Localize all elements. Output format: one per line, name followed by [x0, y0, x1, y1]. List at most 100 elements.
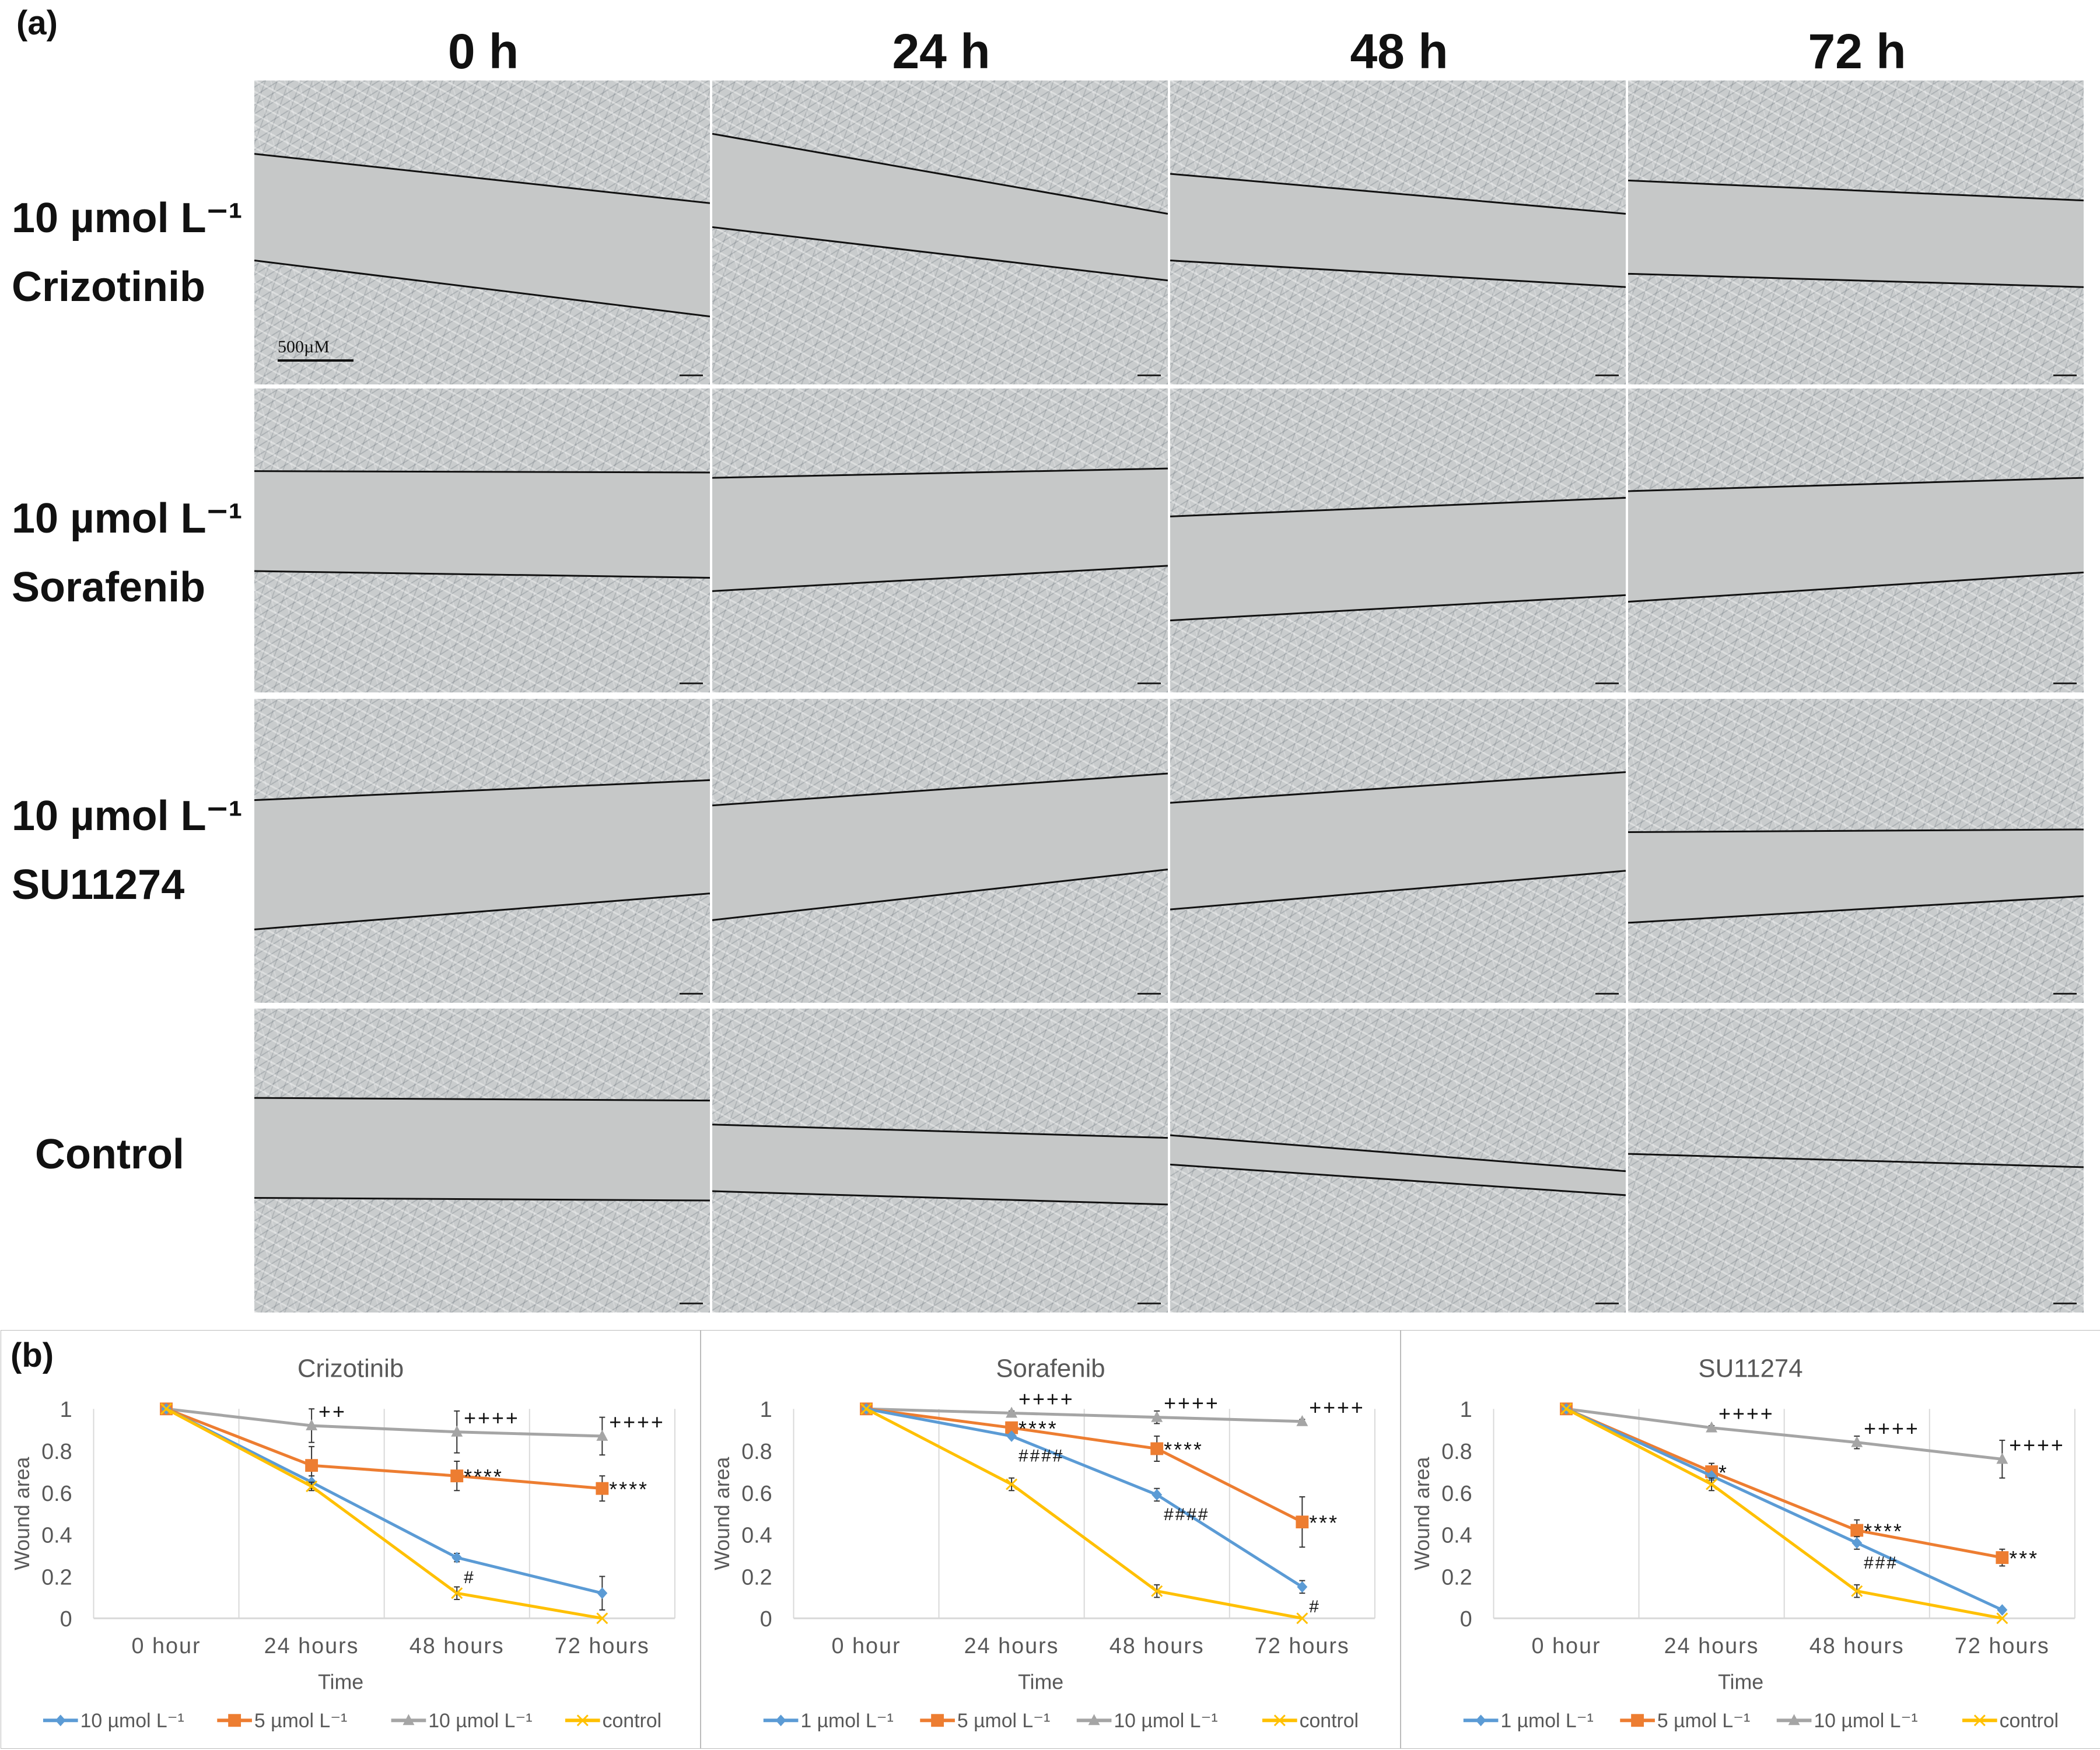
micrograph-control-48h	[1170, 1009, 1626, 1312]
wound-edge-line	[1170, 1134, 1626, 1172]
wound-gap	[1170, 173, 1626, 288]
column-header-48h: 48 h	[1350, 24, 1448, 79]
scale-bar	[1595, 1303, 1619, 1304]
x-tick-label: 0 hour	[131, 1634, 201, 1658]
significance-annotation: ****	[1864, 1520, 1903, 1543]
row-label-drug: Crizotinib	[12, 264, 205, 310]
y-tick-label: 0	[60, 1607, 72, 1632]
data-point	[596, 1612, 608, 1625]
chart-su11274: SU11274 0 0.2 0.4 0.6 0.8 1 0 hour 24 hours 48 ho…	[1401, 1330, 2100, 1749]
series-line	[1566, 1407, 2003, 1461]
significance-annotation: ++++	[2009, 1433, 2065, 1457]
y-tick-label: 0	[760, 1607, 772, 1632]
significance-annotation: ++++	[1019, 1387, 1074, 1410]
scale-bar	[1595, 374, 1619, 376]
x-axis-label: Time	[318, 1671, 363, 1694]
data-point	[1296, 1415, 1308, 1426]
x-tick-label: 0 hour	[831, 1634, 901, 1658]
wound-edge-line	[1170, 594, 1626, 622]
series-line	[166, 1407, 603, 1490]
significance-annotation: ###	[1864, 1553, 1898, 1573]
micrograph-control-0h	[254, 1009, 710, 1312]
significance-annotation: ++++	[1864, 1417, 1920, 1440]
wound-gap	[1628, 829, 2084, 923]
wound-edge-line	[1170, 173, 1626, 215]
micrograph-crizotinib-0h: 500µM	[254, 80, 710, 384]
series-line	[1565, 1407, 2003, 1612]
legend-label: control	[1300, 1710, 1359, 1732]
y-tick-label: 0.4	[1441, 1524, 1472, 1548]
data-point	[1151, 1585, 1163, 1597]
series-3	[860, 1403, 1308, 1625]
series-line	[866, 1407, 1303, 1423]
legend-label: 1 µmol L⁻¹	[800, 1710, 893, 1732]
chart-title: Sorafenib	[996, 1354, 1105, 1383]
chart-title: Crizotinib	[298, 1354, 404, 1383]
scale-bar	[680, 374, 703, 376]
wound-edge-line	[254, 570, 710, 579]
legend-item: 1 µmol L⁻¹	[763, 1710, 894, 1732]
column-header-0h: 0 h	[447, 24, 519, 79]
legend-marker	[1631, 1714, 1644, 1727]
significance-annotation: ****	[1164, 1438, 1203, 1461]
data-point	[1706, 1470, 1717, 1482]
legend-item: 10 µmol L⁻¹	[1776, 1710, 1918, 1732]
data-point	[160, 1403, 173, 1415]
data-point	[1851, 1436, 1863, 1447]
data-point	[1996, 1551, 2009, 1564]
scale-bar-label: 500µM	[278, 337, 330, 356]
wound-edge-lines	[254, 470, 710, 579]
x-axis-label: Time	[1018, 1671, 1063, 1694]
x-tick-label: 48 hours	[1110, 1634, 1205, 1658]
significance-annotation: #	[1309, 1597, 1321, 1616]
y-tick-label: 0.4	[41, 1524, 72, 1548]
y-tick-label: 0.8	[1441, 1440, 1472, 1464]
data-point	[1150, 1442, 1164, 1455]
x-tick-label: 24 hours	[264, 1634, 359, 1658]
significance-annotation: ####	[1164, 1505, 1209, 1524]
x-tick-label: 72 hours	[1255, 1634, 1350, 1658]
scale-bar	[1138, 993, 1161, 995]
series-line	[1565, 1408, 2003, 1620]
wound-edge-line	[1628, 272, 2084, 288]
y-tick-label: 1	[60, 1398, 72, 1422]
wound-edge-lines	[1170, 771, 1626, 911]
data-point	[1006, 1478, 1018, 1490]
data-point	[860, 1403, 873, 1415]
legend-label: 10 µmol L⁻¹	[1814, 1710, 1917, 1732]
wound-edge-line	[254, 1196, 710, 1202]
panel-b-label: (b)	[10, 1336, 54, 1374]
column-header-72h: 72 h	[1808, 24, 1906, 79]
wound-edge-line	[712, 869, 1168, 921]
wound-gap	[1170, 1135, 1626, 1195]
scale-bar	[2053, 993, 2077, 995]
wound-gap	[712, 134, 1168, 281]
significance-annotation: #	[464, 1568, 475, 1587]
row-label-sorafenib: 10 µmol L⁻¹ Sorafenib	[12, 484, 251, 622]
data-point	[1297, 1581, 1308, 1593]
wound-gap	[254, 471, 710, 578]
legend-label: 10 µmol L⁻¹	[428, 1710, 532, 1732]
data-point	[596, 1429, 608, 1441]
legend-marker	[228, 1714, 242, 1727]
data-point	[1152, 1489, 1163, 1501]
wound-edge-line	[712, 772, 1168, 807]
legend-marker	[1088, 1714, 1100, 1726]
x-tick-label: 0 hour	[1531, 1634, 1601, 1658]
chart-crizotinib: Crizotinib 0 0.2 0.4 0.6 0.8 1 0 hour 24 hours 48…	[1, 1330, 701, 1749]
scale-bar	[2053, 682, 2077, 684]
data-point	[306, 1419, 318, 1430]
legend-marker	[775, 1714, 786, 1727]
data-point	[1996, 1612, 2008, 1625]
scale-bar	[680, 993, 703, 995]
micrograph-crizotinib-72h	[1628, 80, 2084, 384]
scale-bar	[1138, 682, 1161, 684]
data-point	[450, 1469, 464, 1483]
significance-annotation: ***	[1309, 1511, 1339, 1535]
wound-edge-line	[254, 892, 710, 930]
legend-label: 5 µmol L⁻¹	[957, 1710, 1050, 1732]
data-point	[1706, 1421, 1718, 1433]
legend-item: control	[1262, 1710, 1359, 1732]
chart-title: SU11274	[1698, 1354, 1803, 1383]
wound-gap	[1170, 498, 1626, 621]
